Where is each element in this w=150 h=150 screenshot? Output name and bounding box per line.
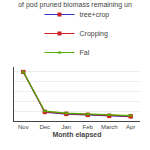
svg-text:Nov: Nov (18, 124, 29, 130)
svg-text:tree+crop: tree+crop (80, 11, 110, 19)
svg-text:Dec: Dec (39, 124, 50, 130)
svg-text:March: March (101, 124, 118, 130)
svg-text:of pod pruned biomass remainin: of pod pruned biomass remaining un (18, 1, 132, 9)
svg-text:Feb: Feb (83, 124, 94, 130)
svg-text:Month elapsed: Month elapsed (52, 131, 101, 139)
svg-text:Apr: Apr (126, 124, 135, 130)
svg-text:Cropping: Cropping (80, 30, 109, 38)
svg-text:Jan: Jan (61, 124, 71, 130)
svg-text:Fal: Fal (80, 49, 90, 56)
